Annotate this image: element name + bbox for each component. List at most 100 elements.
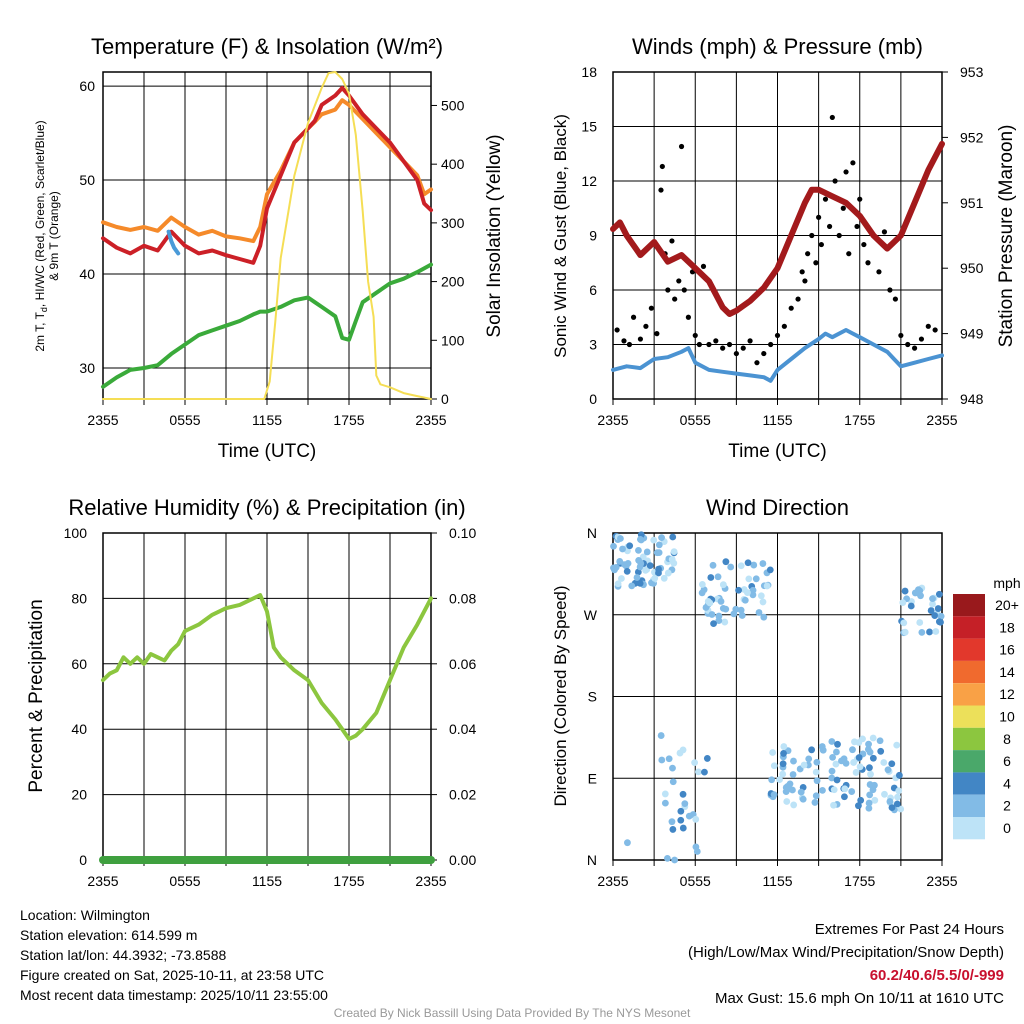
direction-point — [869, 734, 877, 742]
y2-axis-label-text: Station Pressure (Maroon) — [996, 125, 1017, 348]
direction-point — [866, 791, 874, 799]
direction-point — [737, 606, 745, 614]
x-tick-label: 1755 — [844, 412, 875, 428]
direction-point — [841, 785, 849, 793]
x-tick-label: 2355 — [597, 412, 628, 428]
chart-title: Relative Humidity (%) & Precipitation (i… — [68, 495, 465, 520]
gust-point — [621, 338, 627, 344]
legend-label: 16 — [999, 642, 1015, 658]
legend-label: 14 — [999, 664, 1015, 680]
y2-axis-label: Solar Insolation (Yellow) — [484, 134, 505, 337]
direction-point — [626, 542, 634, 550]
direction-point — [900, 619, 908, 627]
direction-point — [677, 816, 685, 824]
direction-point — [770, 762, 778, 770]
direction-point — [737, 562, 745, 570]
direction-point — [714, 573, 722, 581]
y-tick-label: 3 — [589, 337, 597, 353]
direction-point — [927, 607, 935, 614]
gust-point — [911, 345, 918, 351]
legend-label: 8 — [1003, 731, 1011, 747]
direction-point — [738, 612, 746, 619]
x-axis-label: Time (UTC) — [218, 441, 317, 462]
direction-point — [669, 778, 677, 786]
gust-point — [788, 305, 794, 311]
y-tick-label: 50 — [79, 172, 95, 188]
gust-point — [630, 314, 637, 320]
legend-swatch — [953, 817, 985, 840]
direction-point — [750, 561, 758, 569]
credit-text: Created By Nick Bassill Using Data Provi… — [333, 1006, 691, 1020]
gust-point — [846, 251, 852, 257]
direction-point — [660, 574, 668, 582]
legend-swatch — [953, 660, 985, 684]
gust-point — [643, 323, 649, 329]
direction-point — [838, 757, 845, 765]
direction-point — [907, 602, 915, 610]
direction-point — [841, 793, 848, 801]
gust-point — [881, 229, 888, 235]
direction-point — [852, 769, 860, 776]
direction-point — [884, 766, 892, 774]
gust-point — [805, 251, 811, 257]
legend-swatch — [953, 616, 985, 639]
direction-point — [805, 755, 813, 763]
gust-point — [850, 160, 856, 166]
legend-swatch — [953, 594, 985, 617]
y2-tick-label: 500 — [441, 97, 465, 113]
direction-point — [770, 791, 778, 798]
x-tick-label: 2355 — [415, 873, 446, 889]
gust-point — [799, 269, 805, 275]
direction-point — [661, 799, 669, 807]
direction-point — [869, 786, 877, 794]
x-tick-label: 1155 — [252, 412, 282, 428]
direction-point — [929, 595, 936, 603]
direction-point — [721, 618, 729, 626]
chart-title: Temperature (F) & Insolation (W/m²) — [91, 34, 443, 59]
direction-point — [799, 795, 807, 803]
legend-label: 20+ — [995, 597, 1019, 613]
direction-point — [869, 754, 877, 762]
x-tick-label: 2355 — [926, 873, 957, 889]
gust-point — [861, 241, 867, 248]
gust-point — [740, 345, 746, 351]
direction-point — [780, 750, 787, 757]
y-tick-label: 60 — [71, 656, 87, 672]
direction-point — [702, 604, 710, 611]
direction-point — [664, 569, 672, 577]
direction-point — [755, 609, 763, 616]
gust-point — [733, 350, 739, 357]
direction-point — [865, 799, 873, 807]
direction-point — [895, 771, 903, 779]
direction-point — [829, 753, 836, 761]
direction-point — [897, 805, 905, 813]
gust-point — [637, 336, 644, 342]
direction-point — [695, 768, 702, 776]
y2-tick-label: 200 — [441, 274, 465, 290]
direction-point — [929, 600, 936, 608]
y-axis-label: Direction (Colored By Speed) — [551, 585, 570, 806]
gust-point — [832, 178, 838, 184]
legend-label: 18 — [999, 619, 1015, 635]
direction-point — [808, 746, 816, 754]
legend-label: 0 — [1003, 820, 1011, 836]
y2-tick-label: 950 — [960, 260, 984, 276]
gust-point — [857, 196, 863, 202]
gust-point — [747, 338, 753, 344]
direction-point — [744, 559, 752, 567]
gust-point — [774, 332, 781, 339]
direction-point — [636, 536, 644, 543]
gust-point — [761, 350, 767, 357]
gust-point — [713, 338, 719, 344]
y2-tick-label: 953 — [960, 64, 984, 80]
gust-point — [892, 296, 898, 302]
x-tick-label: 2355 — [87, 873, 118, 889]
latlon-text: Station lat/lon: 44.3932; -73.8588 — [20, 947, 227, 963]
direction-point — [934, 605, 942, 612]
direction-point — [830, 786, 838, 794]
direction-point — [899, 599, 907, 606]
x-tick-label: 1155 — [762, 873, 792, 889]
y2-tick-label: 949 — [960, 326, 984, 342]
x-tick-label: 2355 — [926, 412, 957, 428]
gust-point — [822, 196, 829, 202]
